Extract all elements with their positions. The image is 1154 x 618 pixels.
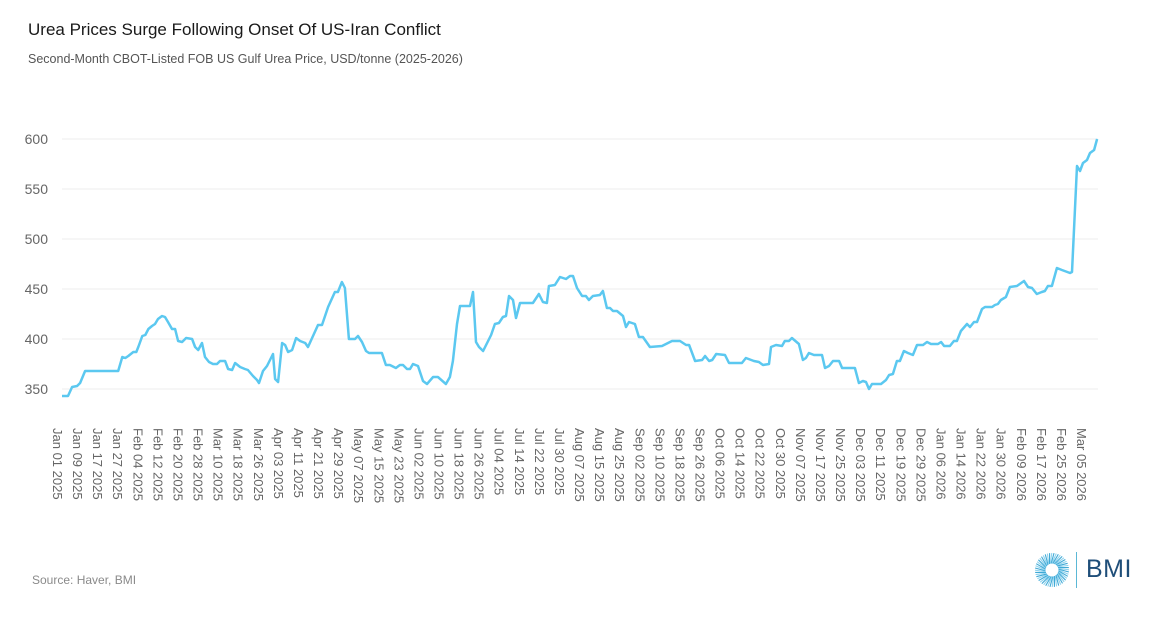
x-tick-label: Oct 06 2025 xyxy=(713,428,728,499)
logo-divider xyxy=(1076,552,1077,588)
y-tick-label: 450 xyxy=(25,281,49,297)
x-tick-label: Feb 28 2025 xyxy=(191,428,206,501)
x-tick-label: Dec 19 2025 xyxy=(893,428,908,502)
gridlines xyxy=(62,138,1098,390)
x-tick-label: May 23 2025 xyxy=(391,428,406,503)
x-tick-label: Dec 29 2025 xyxy=(913,428,928,502)
x-tick-label: Jun 18 2025 xyxy=(452,428,467,500)
x-tick-label: Jun 26 2025 xyxy=(472,428,487,500)
x-tick-label: Jan 14 2026 xyxy=(954,428,969,500)
line-chart: 350 400 450 500 550 600 Jan 01 2025 Jan 09 202… xyxy=(25,131,1099,503)
x-tick-label: Mar 10 2025 xyxy=(211,428,226,501)
x-tick-label: Nov 17 2025 xyxy=(813,428,828,502)
x-tick-label: Mar 05 2026 xyxy=(1074,428,1089,501)
x-tick-label: Apr 03 2025 xyxy=(271,428,286,499)
x-tick-label: Jul 30 2025 xyxy=(552,428,567,495)
x-tick-label: Feb 25 2026 xyxy=(1054,428,1069,501)
x-tick-label: Jan 09 2025 xyxy=(70,428,85,500)
x-tick-label: Jul 22 2025 xyxy=(532,428,547,495)
x-tick-label: Apr 29 2025 xyxy=(331,428,346,499)
x-tick-label: Jan 22 2026 xyxy=(974,428,989,500)
x-axis-ticks: Jan 01 2025 Jan 09 2025 Jan 17 2025 Jan 27 … xyxy=(50,428,1089,503)
x-tick-label: Aug 25 2025 xyxy=(612,428,627,502)
y-axis-ticks: 350 400 450 500 550 600 xyxy=(25,131,49,397)
x-tick-label: Jan 01 2025 xyxy=(50,428,65,500)
y-tick-label: 350 xyxy=(25,381,49,397)
x-tick-label: May 07 2025 xyxy=(351,428,366,503)
y-tick-label: 550 xyxy=(25,181,49,197)
x-tick-label: Aug 07 2025 xyxy=(572,428,587,502)
x-tick-label: May 15 2025 xyxy=(371,428,386,503)
x-tick-label: Jul 04 2025 xyxy=(492,428,507,495)
y-tick-label: 600 xyxy=(25,131,49,147)
x-tick-label: Nov 07 2025 xyxy=(793,428,808,502)
x-tick-label: Sep 18 2025 xyxy=(672,428,687,502)
x-tick-label: Jan 27 2025 xyxy=(110,428,125,500)
x-tick-label: Feb 12 2025 xyxy=(150,428,165,501)
x-tick-label: Aug 15 2025 xyxy=(592,428,607,502)
source-note: Source: Haver, BMI xyxy=(32,573,137,587)
y-tick-label: 500 xyxy=(25,231,49,247)
y-tick-label: 400 xyxy=(25,331,49,347)
x-tick-label: Feb 20 2025 xyxy=(170,428,185,501)
x-tick-label: Jun 02 2025 xyxy=(411,428,426,500)
x-tick-label: Feb 04 2025 xyxy=(130,428,145,501)
x-tick-label: Jun 10 2025 xyxy=(431,428,446,500)
x-tick-label: Jan 17 2025 xyxy=(90,428,105,500)
bmi-logo-icon xyxy=(1034,552,1070,588)
x-tick-label: Feb 09 2026 xyxy=(1014,428,1029,501)
chart-title: Urea Prices Surge Following Onset Of US-… xyxy=(28,20,441,39)
chart-subtitle: Second-Month CBOT-Listed FOB US Gulf Ure… xyxy=(28,52,463,66)
x-tick-label: Mar 18 2025 xyxy=(231,428,246,501)
x-tick-label: Jan 30 2026 xyxy=(994,428,1009,500)
series-layer xyxy=(62,138,1099,398)
x-tick-label: Oct 14 2025 xyxy=(733,428,748,499)
logo-text: BMI xyxy=(1086,555,1132,583)
series-line xyxy=(62,138,1099,398)
x-tick-label: Nov 25 2025 xyxy=(833,428,848,502)
x-tick-label: Apr 21 2025 xyxy=(311,428,326,499)
x-tick-label: Sep 26 2025 xyxy=(693,428,708,502)
bmi-logo: BMI xyxy=(1034,552,1144,592)
x-tick-label: Sep 10 2025 xyxy=(652,428,667,502)
x-tick-label: Dec 03 2025 xyxy=(853,428,868,502)
x-tick-label: Apr 11 2025 xyxy=(291,428,306,498)
x-tick-label: Oct 22 2025 xyxy=(753,428,768,499)
x-tick-label: Feb 17 2026 xyxy=(1034,428,1049,501)
x-tick-label: Sep 02 2025 xyxy=(632,428,647,502)
x-tick-label: Dec 11 2025 xyxy=(873,428,888,501)
x-tick-label: Mar 26 2025 xyxy=(251,428,266,501)
x-tick-label: Oct 30 2025 xyxy=(773,428,788,499)
x-tick-label: Jan 06 2026 xyxy=(933,428,948,500)
x-tick-label: Jul 14 2025 xyxy=(512,428,527,495)
